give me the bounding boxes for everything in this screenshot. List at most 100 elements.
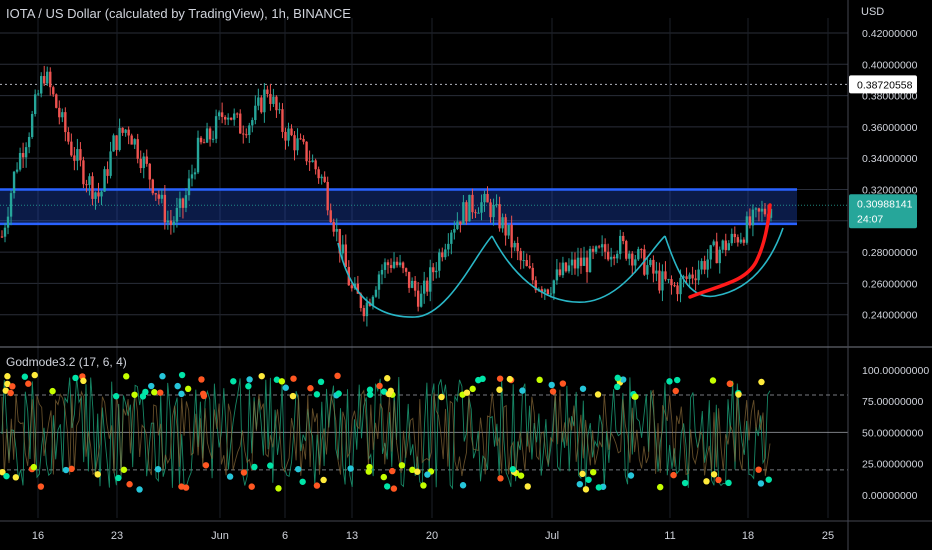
oscillator-signal-dot (497, 475, 504, 482)
candle (24, 147, 28, 158)
oscillator-signal-dot (614, 383, 621, 391)
candle (444, 249, 447, 258)
candle (6, 216, 10, 228)
oscillator-signal-dot (438, 393, 445, 401)
oscillator-signal-dot (178, 371, 186, 379)
candle (88, 176, 91, 185)
candle (0, 236, 4, 238)
candle (55, 94, 58, 108)
candle (492, 204, 495, 218)
candle (389, 265, 393, 268)
candle (70, 141, 73, 156)
candle (281, 109, 284, 132)
oscillator-signal-dot (313, 482, 321, 489)
oscillator-signal-dot (366, 386, 374, 393)
oscillator-signal-dot (94, 471, 101, 478)
candle (40, 76, 43, 94)
candle (284, 131, 287, 141)
candle (118, 127, 121, 150)
candle (211, 138, 215, 140)
oscillator-tick-label: 75.00000000 (862, 396, 923, 408)
candle (251, 120, 254, 126)
candle (163, 194, 167, 223)
candle (106, 169, 109, 176)
oscillator-signal-dot (320, 476, 327, 484)
candle (202, 142, 206, 144)
candle (157, 194, 161, 199)
candle (404, 268, 408, 272)
oscillator-signal-dot (414, 468, 421, 475)
candle (365, 302, 369, 317)
oscillator-signal-dot (420, 482, 427, 489)
candle (468, 194, 471, 222)
candle (688, 274, 691, 279)
time-tick-label: 23 (111, 530, 123, 542)
oscillator-signal-dot (715, 476, 722, 484)
candle (631, 253, 634, 266)
oscillator-signal-dot (632, 393, 639, 400)
candle (525, 260, 528, 267)
price-tick-label: 0.32000000 (862, 185, 918, 197)
candle (742, 239, 746, 243)
candle (18, 153, 22, 170)
cup-arc-1 (337, 235, 493, 318)
oscillator-signal-dot (594, 391, 602, 398)
candle (549, 293, 553, 295)
candle (513, 242, 516, 248)
candle (299, 138, 302, 140)
candle (597, 246, 601, 248)
candle (317, 169, 320, 179)
candle (552, 280, 556, 294)
candle (603, 244, 607, 252)
time-tick-label: 13 (346, 530, 358, 542)
oscillator-signal-dot (681, 479, 689, 487)
oscillator-signal-dot (136, 486, 143, 493)
indicator-title[interactable]: Godmode3.2 (17, 6, 4) (6, 355, 127, 369)
candle (625, 241, 628, 259)
candle (634, 259, 637, 266)
candle (519, 251, 522, 261)
candle (293, 135, 296, 151)
candle (667, 279, 670, 281)
candle (543, 289, 547, 293)
chart-title: IOTA / US Dollar (calculated by TradingV… (6, 6, 351, 21)
candle (326, 181, 329, 211)
candle (73, 155, 76, 161)
candle (21, 153, 25, 158)
oscillator-signal-dot (3, 472, 10, 480)
candle (226, 117, 230, 120)
candle (591, 248, 595, 252)
candle (320, 176, 323, 179)
candle (510, 224, 513, 248)
candle (266, 89, 269, 94)
oscillator-signal-dot (496, 386, 503, 393)
candle (181, 198, 185, 208)
candle (416, 290, 420, 307)
candle (263, 89, 266, 113)
candle (205, 128, 209, 143)
candle (103, 169, 106, 192)
candle (145, 156, 148, 164)
oscillator-signal-dot (509, 466, 517, 473)
currency-label: USD (861, 6, 885, 18)
candle (220, 112, 224, 117)
oscillator-signal-dot (267, 462, 274, 469)
candle (67, 132, 70, 142)
candle (616, 253, 619, 259)
candle (486, 193, 489, 203)
oscillator-signal-dot (376, 382, 383, 390)
candle (453, 229, 456, 233)
candle (85, 184, 88, 186)
candle (217, 112, 221, 117)
candle (540, 289, 544, 293)
oscillator-signal-dot (131, 391, 138, 398)
candle (477, 212, 480, 214)
oscillator-signal-dot (148, 382, 155, 390)
candle (350, 285, 354, 289)
candle (30, 114, 34, 137)
oscillator-signal-dot (595, 484, 603, 491)
candle (721, 240, 724, 250)
oscillator-signal-dot (317, 378, 325, 386)
